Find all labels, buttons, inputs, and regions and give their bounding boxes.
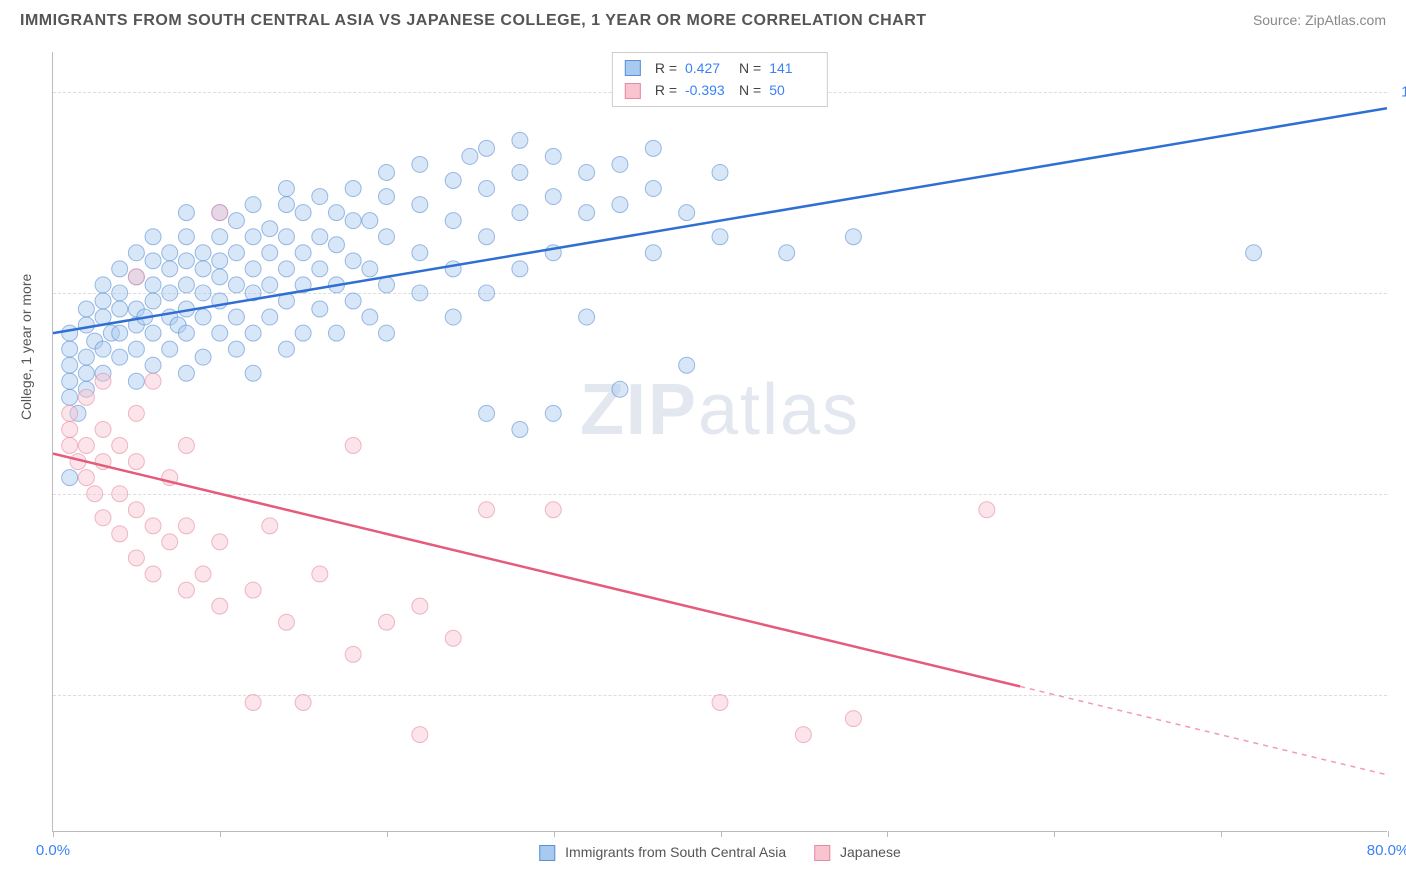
r-label: R = (655, 57, 677, 79)
n-value-2: 50 (769, 79, 815, 101)
scatter-plot (53, 52, 1387, 831)
legend-label-2: Japanese (840, 844, 901, 860)
chart-title: IMMIGRANTS FROM SOUTH CENTRAL ASIA VS JA… (20, 12, 927, 30)
y-tick-label: 100.0% (1401, 84, 1406, 101)
swatch-series-1 (625, 60, 641, 76)
x-tick-label: 80.0% (1367, 842, 1406, 859)
legend-label-1: Immigrants from South Central Asia (565, 844, 786, 860)
r-value-1: 0.427 (685, 57, 731, 79)
series-legend: Immigrants from South Central Asia Japan… (539, 844, 900, 861)
x-tick-label: 0.0% (36, 842, 70, 859)
x-tick (1054, 831, 1055, 837)
r-value-2: -0.393 (685, 79, 731, 101)
x-tick (887, 831, 888, 837)
x-tick (53, 831, 54, 837)
correlation-legend: R = 0.427 N = 141 R = -0.393 N = 50 (612, 52, 828, 107)
x-tick (220, 831, 221, 837)
swatch-bottom-2 (814, 845, 830, 861)
y-axis-label: College, 1 year or more (18, 274, 34, 420)
legend-item-2: Japanese (814, 844, 901, 861)
swatch-series-2 (625, 83, 641, 99)
n-label: N = (739, 79, 761, 101)
x-tick (1388, 831, 1389, 837)
source-label: Source: ZipAtlas.com (1253, 12, 1386, 28)
x-tick (387, 831, 388, 837)
legend-item-1: Immigrants from South Central Asia (539, 844, 786, 861)
x-tick (721, 831, 722, 837)
r-label: R = (655, 79, 677, 101)
n-label: N = (739, 57, 761, 79)
legend-row-2: R = -0.393 N = 50 (625, 79, 815, 101)
x-tick (1221, 831, 1222, 837)
n-value-1: 141 (769, 57, 815, 79)
chart-area: R = 0.427 N = 141 R = -0.393 N = 50 ZIPa… (52, 52, 1387, 832)
swatch-bottom-1 (539, 845, 555, 861)
legend-row-1: R = 0.427 N = 141 (625, 57, 815, 79)
x-tick (554, 831, 555, 837)
